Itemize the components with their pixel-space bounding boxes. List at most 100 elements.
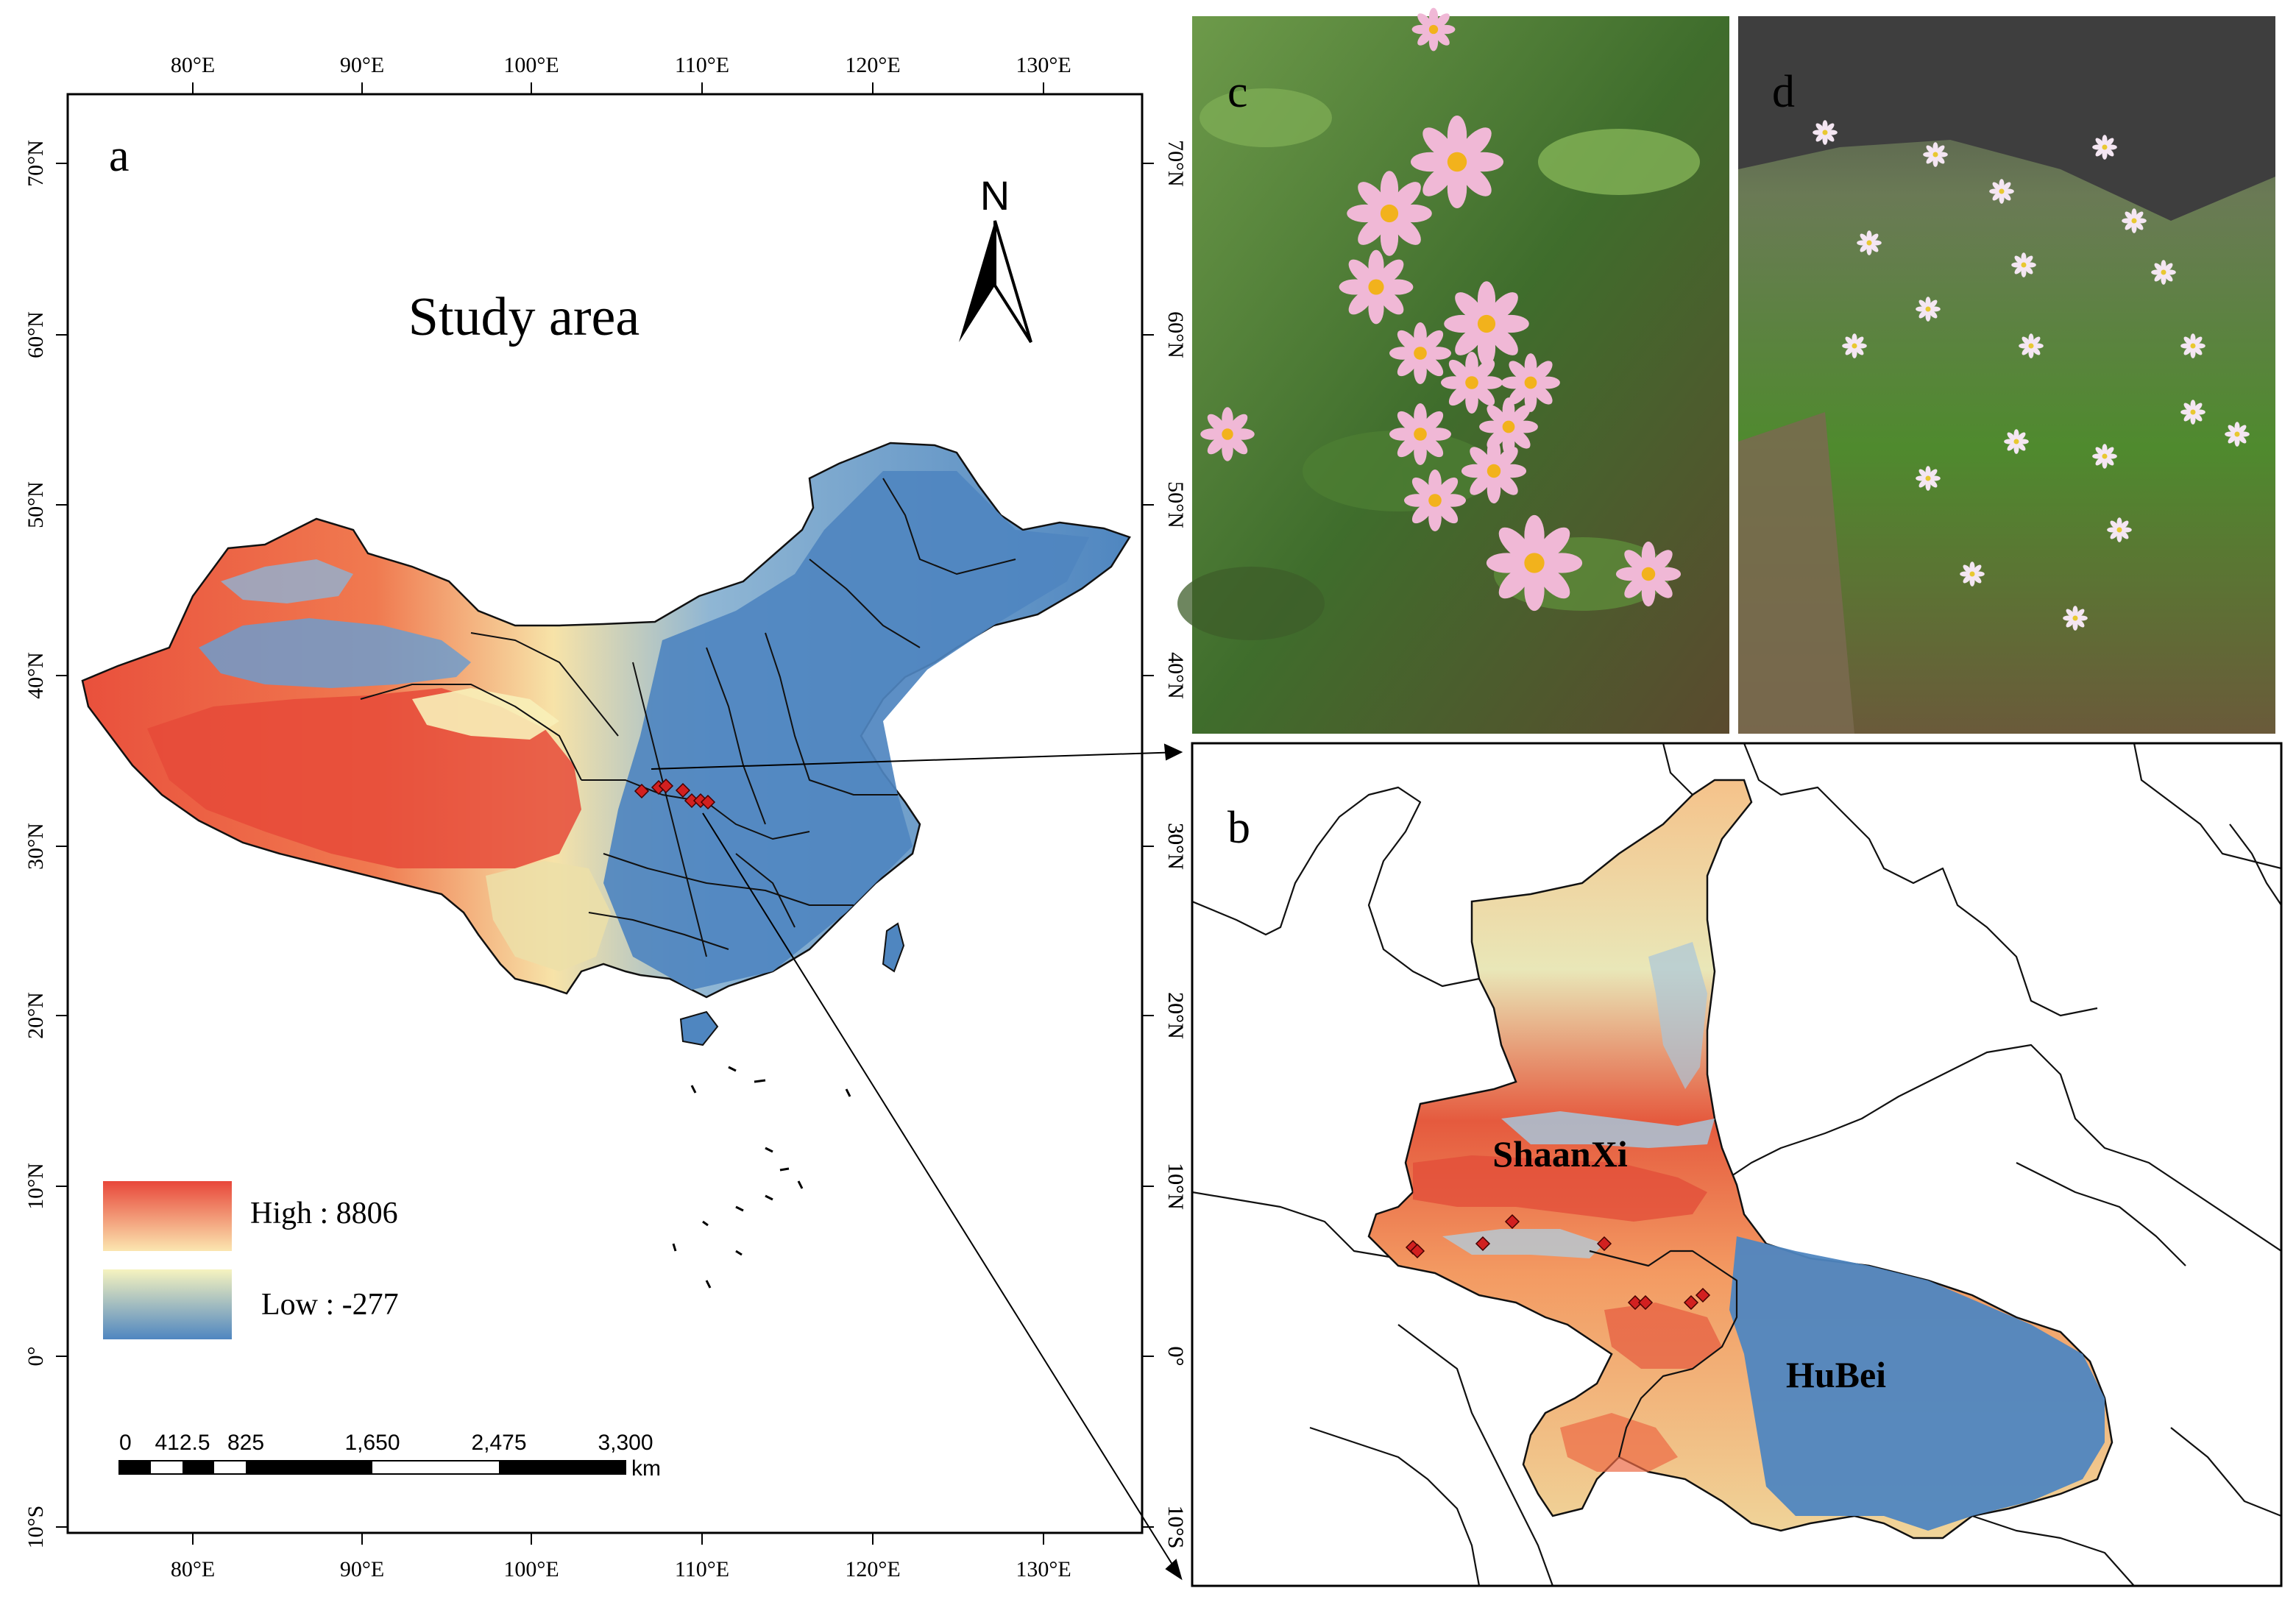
daba-mountains [1604, 1303, 1722, 1369]
flower [1842, 333, 1867, 358]
flower [1916, 466, 1941, 491]
flower [1411, 116, 1503, 208]
flower [2180, 400, 2205, 425]
lat-tick-label-left: 60°N [24, 311, 48, 358]
lat-tick-label-right: 60°N [1163, 311, 1188, 358]
panel-b-map: ShaanXi HuBei [1192, 743, 2281, 1586]
sample-point [1475, 1236, 1491, 1252]
sample-point [1683, 1294, 1699, 1311]
lat-tick-label-right: 50°N [1163, 481, 1188, 528]
north-arrow-right-half [993, 220, 1032, 344]
flower [1857, 230, 1882, 255]
lon-tick-label-top: 110°E [675, 53, 729, 77]
legend-high-label: High : 8806 [250, 1197, 398, 1230]
flower [1200, 407, 1255, 461]
scale-bar-tick-label: 825 [227, 1431, 264, 1455]
panel-b-lat-tick-label: 0° [1163, 1347, 1188, 1367]
south-sea-islands [672, 1066, 851, 1289]
elevation-legend: High : 8806 Low : -277 [103, 1181, 399, 1339]
flower [1486, 514, 1583, 612]
lat-tick-label-right: 20°N [1163, 992, 1188, 1039]
scale-bar-tick-label: 0 [119, 1431, 132, 1455]
yellow-river-valley [1648, 942, 1707, 1089]
panel-a: 80°E 90°E 100°E 110°E 120°E 130°E 80°E 90°E 100… [24, 53, 1188, 1581]
lon-tick-label-bottom: 100°E [503, 1557, 559, 1581]
lon-tick-label-bottom: 120°E [845, 1557, 900, 1581]
lon-tick-label-top: 80°E [171, 53, 215, 77]
qaidam-basin [412, 688, 559, 740]
flower [1347, 171, 1432, 256]
sample-point [1627, 1294, 1643, 1311]
shaanxi-hubei-border [1589, 1250, 1738, 1458]
lat-tick-label-right: 70°N [1163, 140, 1188, 187]
scale-bar-tick-label: 412.5 [155, 1431, 210, 1455]
legend-low-label: Low : -277 [261, 1288, 399, 1322]
north-arrow-left-half [959, 221, 995, 342]
flower [1813, 120, 1838, 145]
panel-b: ShaanXi HuBei b [1191, 742, 2283, 1587]
lat-tick-label-right: 10°N [1163, 1163, 1188, 1210]
flower [2063, 606, 2088, 631]
flower [2151, 260, 2176, 285]
panel-b-lat-tick-label: 10°S [1163, 1506, 1188, 1549]
qinling-mountains [1413, 1155, 1707, 1222]
north-arrow: N [959, 172, 1032, 344]
lat-tick-label-left: 30°N [24, 823, 48, 870]
lon-tick-label-top: 130°E [1016, 53, 1071, 77]
lat-tick-label-right: 10°S [1163, 1506, 1188, 1549]
panel-a-lon-ticks-top: 80°E 90°E 100°E 110°E 120°E 130°E [171, 53, 1071, 94]
flower [1444, 281, 1529, 366]
sample-point [1637, 1294, 1654, 1311]
panel-b-frame [1191, 742, 2283, 1587]
lat-tick-label-left: 70°N [24, 140, 48, 187]
panel-a-frame [66, 93, 1144, 1534]
panel-b-lat-ticks: 30°N 20°N 10°N 0° 10°S [1163, 823, 1188, 1548]
yunnan-plateau [486, 861, 611, 971]
lat-tick-label-right: 40°N [1163, 652, 1188, 699]
scale-bar-tick-label: 3,300 [598, 1431, 653, 1455]
flower [1389, 322, 1451, 384]
lat-tick-label-left: 10°N [24, 1163, 48, 1210]
lon-tick-label-bottom: 130°E [1016, 1557, 1071, 1581]
panel-d-photo: d [1738, 16, 2275, 734]
panel-a-lat-ticks-right: 70°N 60°N 50°N 40°N 30°N 20°N 10°N 0° 10°S [1142, 140, 1188, 1548]
panel-b-lat-tick-label: 30°N [1163, 823, 1188, 870]
lon-tick-label-top: 90°E [340, 53, 384, 77]
panel-c-photo: c [1177, 7, 1729, 734]
panel-b-lat-tick-label: 10°N [1163, 1163, 1188, 1210]
lat-tick-label-right: 30°N [1163, 823, 1188, 870]
flower [1389, 403, 1451, 465]
flower [2004, 429, 2029, 454]
region-label-shaanxi: ShaanXi [1492, 1133, 1628, 1174]
sample-point [1596, 1236, 1612, 1252]
scale-bar-tick-labels: 0 412.5 825 1,650 2,475 3,300 [119, 1431, 653, 1455]
flower [1923, 142, 1948, 167]
flower [2107, 517, 2132, 542]
lon-tick-label-bottom: 110°E [675, 1557, 729, 1581]
zoom-connector-lines [651, 743, 1183, 1581]
dzungarian-basin [221, 559, 353, 603]
panel-d-soil [1738, 412, 1854, 734]
hubei-lowland [1729, 1236, 2105, 1531]
tarim-basin [199, 618, 471, 688]
sample-point [700, 794, 716, 810]
flower [1989, 179, 2014, 204]
eastern-lowlands [603, 471, 1089, 990]
flower [2180, 333, 2205, 358]
sample-point [1409, 1243, 1425, 1259]
china-elevation-map [81, 442, 1131, 1289]
flower [2122, 208, 2147, 233]
panel-a-label: a [109, 131, 130, 181]
panel-a-lon-ticks-bottom: 80°E 90°E 100°E 110°E 120°E 130°E [171, 1533, 1071, 1581]
hainan [679, 1010, 719, 1046]
lon-tick-label-top: 100°E [503, 53, 559, 77]
lon-tick-label-top: 120°E [845, 53, 900, 77]
sample-point [1504, 1214, 1520, 1230]
sample-point [658, 778, 674, 794]
north-label: N [980, 172, 1010, 219]
taiwan [882, 922, 905, 973]
flower [1916, 297, 1941, 322]
panel-b-sample-points [1405, 1214, 1711, 1311]
flower [1960, 561, 1985, 587]
legend-low-swatch [103, 1269, 232, 1339]
